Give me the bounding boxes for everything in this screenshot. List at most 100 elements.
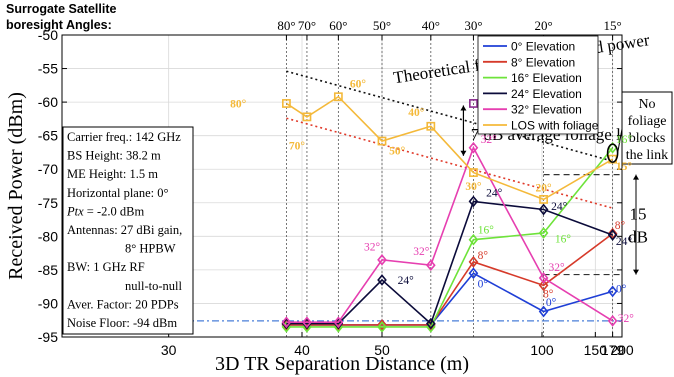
series-point bbox=[538, 227, 549, 239]
point-label: 24° bbox=[616, 236, 633, 248]
top-tick-label: 50° bbox=[373, 18, 391, 33]
point-label: 80° bbox=[230, 98, 247, 110]
y-tick-label: -70 bbox=[38, 161, 58, 177]
point-label: 60° bbox=[350, 78, 367, 90]
y-tick-label: -85 bbox=[38, 262, 58, 278]
series-point bbox=[425, 259, 436, 272]
point-labels: 80° 70° 60° 50° 40° 30° 20° 15° 32° 32° 32° 32° 32° 1… bbox=[230, 78, 634, 325]
point-label: 16° bbox=[478, 225, 495, 237]
point-label: 32° bbox=[481, 134, 498, 146]
point-label: 32° bbox=[548, 262, 565, 274]
point-label: 0° bbox=[478, 278, 489, 290]
gain-label-unit: dB bbox=[628, 227, 648, 246]
series-point bbox=[377, 274, 387, 286]
info-box-line: ME Height: 1.5 m bbox=[67, 167, 158, 181]
legend-label: 24° Elevation bbox=[511, 87, 582, 101]
gain-label: 15 bbox=[630, 205, 647, 224]
top-tick-label: 20° bbox=[534, 18, 552, 33]
series-line-3 bbox=[286, 200, 613, 325]
point-label: 0° bbox=[616, 284, 627, 296]
point-label: 70° bbox=[289, 141, 306, 153]
point-label: 8° bbox=[543, 288, 554, 300]
x-tick-label: 100 bbox=[530, 342, 554, 358]
info-box-line: BW: 1 GHz RF bbox=[67, 260, 145, 274]
y-tick-label: -75 bbox=[38, 195, 58, 211]
callout-line: foliage bbox=[628, 114, 667, 129]
series-point bbox=[468, 141, 479, 154]
callout-line: No bbox=[638, 97, 655, 112]
series-point bbox=[468, 233, 479, 246]
foliage-loss-arrowhead bbox=[460, 150, 467, 156]
info-box-line: BS Height: 38.2 m bbox=[67, 149, 161, 163]
y-tick-label: -55 bbox=[38, 61, 58, 77]
series-point bbox=[538, 272, 549, 284]
y-tick-label: -65 bbox=[38, 128, 58, 144]
y-tick-label: -60 bbox=[38, 94, 58, 110]
series-point bbox=[468, 267, 479, 280]
top-axis-title: Surrogate Satellite bbox=[6, 2, 116, 16]
x-tick-label: 150 bbox=[584, 342, 608, 358]
callout-box bbox=[621, 91, 673, 165]
info-box-line: Horizontal plane: 0° bbox=[67, 186, 169, 200]
x-tick-label: 30 bbox=[161, 342, 177, 358]
point-label: 20° bbox=[536, 182, 553, 194]
info-box-line: null-to-null bbox=[125, 279, 182, 293]
info-box-line: Carrier freq.: 142 GHz bbox=[67, 130, 181, 144]
info-box-line: Antennas: 27 dBi gain, bbox=[67, 223, 182, 237]
measurement-info-box: Carrier freq.: 142 GHz BS Height: 38.2 m M… bbox=[62, 126, 194, 335]
point-label: 0° bbox=[546, 297, 557, 309]
point-label: 8° bbox=[615, 220, 626, 232]
series-line-5 bbox=[285, 95, 614, 201]
series-point bbox=[282, 99, 291, 108]
top-tick-label: 60° bbox=[329, 18, 347, 33]
series-point bbox=[302, 112, 312, 122]
series-point bbox=[607, 227, 618, 240]
series-point bbox=[538, 305, 549, 318]
callout-leader bbox=[617, 128, 623, 154]
point-label: 30° bbox=[465, 181, 482, 193]
series-line-4 bbox=[286, 145, 614, 324]
series-point bbox=[377, 319, 387, 331]
x-tick-label: 40 bbox=[294, 342, 310, 358]
foliage-loss-arrowhead bbox=[460, 105, 467, 111]
legend-label: 8° Elevation bbox=[511, 55, 575, 69]
legend-label: 0° Elevation bbox=[511, 40, 575, 54]
point-label: 32° bbox=[413, 246, 430, 258]
top-tick-label: 15° bbox=[604, 18, 622, 33]
reference-line bbox=[286, 117, 613, 209]
series-line-2 bbox=[286, 147, 614, 328]
series-point bbox=[377, 253, 387, 266]
y-tick-label: -50 bbox=[38, 27, 58, 43]
series-point bbox=[333, 316, 344, 329]
series-point bbox=[302, 316, 312, 329]
top-tick-label: 80° bbox=[277, 18, 295, 33]
point-label: 16° bbox=[555, 233, 572, 245]
series-point bbox=[607, 285, 618, 298]
callout-line: blocks bbox=[629, 131, 666, 146]
legend-label: 32° Elevation bbox=[511, 103, 582, 117]
series-group bbox=[281, 92, 618, 333]
point-label: 24° bbox=[486, 188, 503, 200]
info-box-frame bbox=[62, 126, 194, 335]
x-tick-label: 50 bbox=[374, 342, 390, 358]
series-line-1 bbox=[286, 233, 614, 326]
top-tick-label: 40° bbox=[422, 18, 440, 33]
info-box-line: 8° HPBW bbox=[125, 242, 176, 256]
info-box-line: Ptx = -2.0 dBm bbox=[66, 204, 144, 218]
series-point bbox=[468, 195, 479, 208]
series-point bbox=[539, 195, 548, 204]
y-axis-label: Received Power (dBm) bbox=[5, 92, 27, 280]
y-tick-label: -80 bbox=[38, 228, 58, 244]
legend-label: LOS with foliage bbox=[511, 119, 599, 133]
axes-frame bbox=[61, 34, 623, 338]
x-axis-label: 3D TR Separation Distance (m) bbox=[215, 353, 469, 375]
series-point bbox=[281, 316, 292, 329]
extra-marker bbox=[469, 99, 478, 108]
reference-line bbox=[286, 70, 613, 162]
series-point bbox=[468, 255, 479, 268]
series-point bbox=[607, 229, 618, 241]
top-axis-title: boresight Angles: bbox=[6, 18, 112, 32]
info-box-line: Aver. Factor: 20 PDPs bbox=[67, 297, 179, 311]
point-label: 16° bbox=[616, 134, 633, 146]
